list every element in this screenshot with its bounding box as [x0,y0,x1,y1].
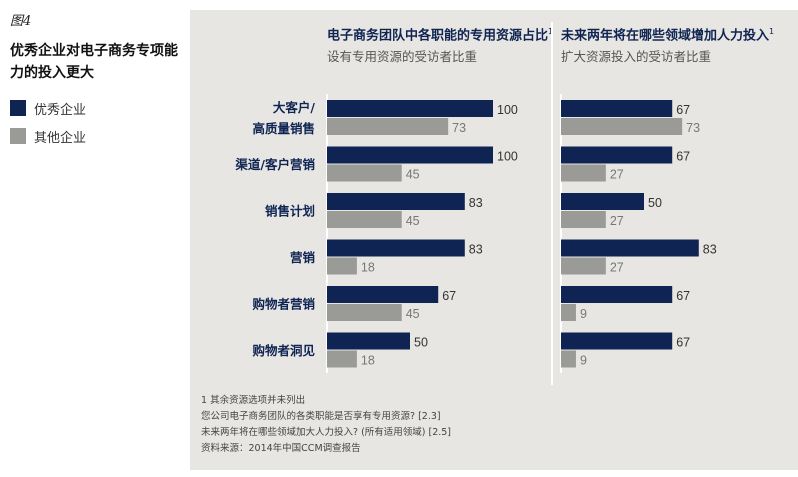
value-label-chart2-other-2: 27 [610,214,624,228]
value-label-chart2-top-4: 67 [676,289,690,303]
bar-chart2-other-5 [561,350,576,368]
bar-chart1-top-4 [327,286,439,303]
bar-chart2-top-4 [561,286,673,303]
bar-chart2-top-0 [561,100,673,117]
bar-chart1-other-5 [327,350,357,368]
legend-label-top: 优秀企业 [34,102,87,118]
bar-chart2-other-4 [561,304,576,321]
bar-chart2-top-3 [561,239,699,257]
chart-2-header: 未来两年将在哪些领域增加人力投入1 扩大资源投入的受访者比重 [561,22,789,67]
chart-1-title-footnote: 1 [548,27,554,36]
bar-chart2-top-1 [561,146,673,164]
bar-chart1-top-0 [327,100,493,117]
bar-chart1-top-2 [327,193,465,210]
category-label-4: 购物者营销 [252,297,315,312]
legend-label-other: 其他企业 [34,130,87,146]
bar-chart2-other-1 [561,164,606,182]
bar-chart1-top-3 [327,239,465,257]
value-label-chart1-top-1: 100 [497,150,518,164]
value-label-chart1-top-0: 100 [497,103,518,117]
bar-chart1-other-2 [327,211,402,228]
value-label-chart1-other-3: 18 [361,261,375,275]
value-label-chart1-top-2: 83 [469,196,483,210]
bar-chart2-other-3 [561,257,606,275]
bar-chart2-top-5 [561,332,673,350]
category-label-3: 营销 [290,250,316,265]
value-label-chart1-top-5: 50 [414,336,428,350]
bar-chart1-other-3 [327,257,357,275]
value-label-chart1-top-3: 83 [469,243,483,257]
legend-item-other: 其他企业 [10,124,86,148]
chart-2-title-footnote: 1 [769,27,775,36]
bar-chart1-other-4 [327,304,402,321]
category-label-2: 销售计划 [265,204,315,219]
legend-swatch-top [10,100,26,116]
chart-1-header: 电子商务团队中各职能的专用资源占比1 设有专用资源的受访者比重 [327,22,555,67]
bar-chart2-top-2 [561,193,644,210]
bar-chart2-other-2 [561,211,606,228]
value-label-chart2-other-0: 73 [686,121,700,135]
value-label-chart1-top-4: 67 [442,289,456,303]
chart-title: 优秀企业对电子商务专项能力的投入更大 [10,43,178,81]
footnote-4: 资料来源：2014年中国CCM调查报告 [201,443,361,454]
footnote-1: 1 其余资源选项并未列出 [201,395,306,406]
chart-2-title-text: 未来两年将在哪些领域增加人力投入 [561,28,770,44]
chart-2-title: 未来两年将在哪些领域增加人力投入1 [561,22,789,46]
value-label-chart2-top-5: 67 [676,336,690,350]
bar-chart1-top-1 [327,146,493,164]
category-label-0: 大客户/高质量销售 [252,100,315,136]
footnote-3: 未来两年将在哪些领域加大人力投入? (所有适用领域) [2.5] [201,427,452,438]
legend: 优秀企业 其他企业 [10,96,86,152]
category-label-1: 渠道/客户营销 [235,157,315,172]
chart-1-subtitle: 设有专用资源的受访者比重 [327,49,478,65]
value-label-chart1-other-5: 18 [361,354,375,368]
value-label-chart2-top-3: 83 [703,243,717,257]
category-label-5: 购物者洞见 [252,343,315,358]
bar-chart1-other-0 [327,118,449,135]
chart-2-subtitle: 扩大资源投入的受访者比重 [561,49,712,65]
bar-chart1-other-1 [327,164,402,182]
chart-1-title: 电子商务团队中各职能的专用资源占比1 [327,22,555,46]
value-label-chart2-other-1: 27 [610,168,624,182]
value-label-chart1-other-4: 45 [406,307,420,321]
value-label-chart2-top-0: 67 [676,103,690,117]
value-label-chart1-other-0: 73 [452,121,466,135]
value-label-chart2-other-3: 27 [610,261,624,275]
bar-chart2-other-0 [561,118,683,135]
legend-item-top: 优秀企业 [10,96,86,120]
value-label-chart2-other-4: 9 [580,307,587,321]
legend-swatch-other [10,128,26,144]
value-label-chart2-other-5: 9 [580,354,587,368]
value-label-chart1-other-1: 45 [406,168,420,182]
value-label-chart1-other-2: 45 [406,214,420,228]
value-label-chart2-top-2: 50 [648,196,662,210]
bar-chart1-top-5 [327,332,410,350]
chart-1-title-text: 电子商务团队中各职能的专用资源占比 [327,28,549,44]
footnote-2: 您公司电子商务团队的各类职能是否享有专用资源? [2.3] [201,411,441,422]
footnotes: 1 其余资源选项并未列出 您公司电子商务团队的各类职能是否享有专用资源? [2.… [201,393,761,457]
figure-label: 图4 [10,14,32,29]
chart-panel: 电子商务团队中各职能的专用资源占比1 设有专用资源的受访者比重 未来两年将在哪些… [190,10,798,470]
value-label-chart2-top-1: 67 [676,150,690,164]
